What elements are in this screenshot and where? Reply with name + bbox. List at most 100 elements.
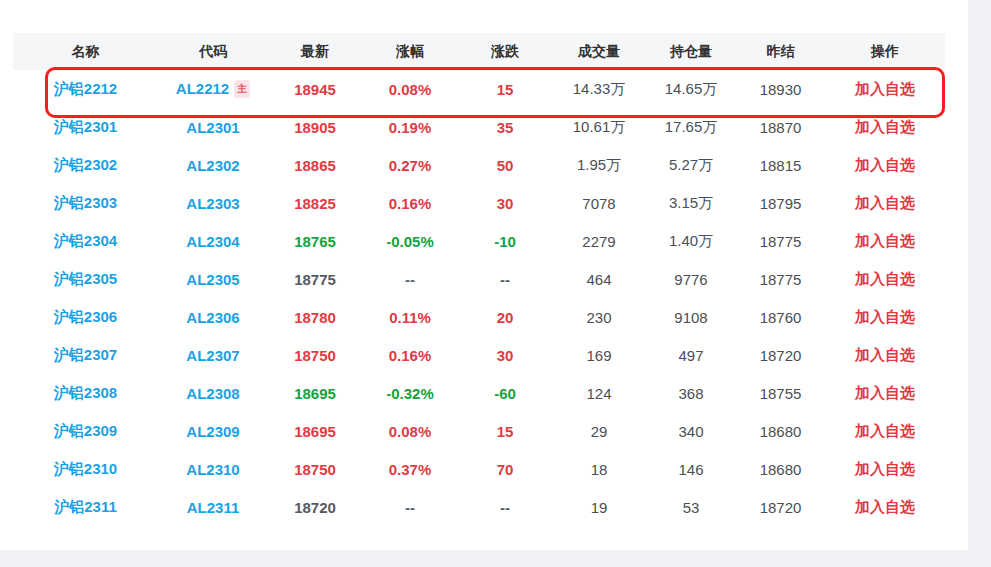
last-price: 18750	[294, 347, 336, 364]
add-to-watchlist-link[interactable]: 加入自选	[855, 308, 915, 325]
contract-code-link[interactable]: AL2302	[186, 157, 239, 174]
contract-name-link[interactable]: 沪铝2305	[54, 270, 117, 287]
contract-code-link[interactable]: AL2309	[186, 423, 239, 440]
change-value: 35	[497, 119, 514, 136]
prev-settle-value: 18795	[760, 195, 802, 212]
column-header-prev_settle: 昨结	[736, 33, 825, 70]
table-row[interactable]: 沪铝2309 AL2309 18695 0.08% 15 29 340 1868…	[13, 412, 945, 450]
prev-settle-value: 18720	[760, 347, 802, 364]
table-row[interactable]: 沪铝2310 AL2310 18750 0.37% 70 18 146 1868…	[13, 450, 945, 488]
open-interest-value: 146	[678, 461, 703, 478]
add-to-watchlist-link[interactable]: 加入自选	[855, 498, 915, 515]
volume-value: 10.61万	[573, 118, 626, 135]
last-price: 18780	[294, 309, 336, 326]
volume-value: 124	[586, 385, 611, 402]
futures-quotes-table: 名称代码最新涨幅涨跌成交量持仓量昨结操作 沪铝2212 AL2212主 1894…	[13, 33, 945, 526]
quotes-card: 名称代码最新涨幅涨跌成交量持仓量昨结操作 沪铝2212 AL2212主 1894…	[0, 0, 968, 550]
change-percent: -0.05%	[386, 233, 434, 250]
table-row[interactable]: 沪铝2302 AL2302 18865 0.27% 50 1.95万 5.27万…	[13, 146, 945, 184]
volume-value: 169	[586, 347, 611, 364]
table-row[interactable]: 沪铝2304 AL2304 18765 -0.05% -10 2279 1.40…	[13, 222, 945, 260]
last-price: 18765	[294, 233, 336, 250]
last-price: 18905	[294, 119, 336, 136]
contract-name-link[interactable]: 沪铝2311	[54, 498, 117, 515]
contract-name-link[interactable]: 沪铝2307	[54, 346, 117, 363]
column-header-name: 名称	[13, 33, 158, 70]
table-row[interactable]: 沪铝2305 AL2305 18775 -- -- 464 9776 18775…	[13, 260, 945, 298]
contract-name-link[interactable]: 沪铝2310	[54, 460, 117, 477]
add-to-watchlist-link[interactable]: 加入自选	[855, 232, 915, 249]
table-header-row: 名称代码最新涨幅涨跌成交量持仓量昨结操作	[13, 33, 945, 70]
add-to-watchlist-link[interactable]: 加入自选	[855, 422, 915, 439]
change-value: -60	[494, 385, 516, 402]
add-to-watchlist-link[interactable]: 加入自选	[855, 384, 915, 401]
contract-name-link[interactable]: 沪铝2304	[54, 232, 117, 249]
table-row[interactable]: 沪铝2306 AL2306 18780 0.11% 20 230 9108 18…	[13, 298, 945, 336]
contract-code-link[interactable]: AL2305	[186, 271, 239, 288]
prev-settle-value: 18815	[760, 157, 802, 174]
column-header-code: 代码	[158, 33, 268, 70]
open-interest-value: 368	[678, 385, 703, 402]
change-percent: 0.19%	[389, 119, 432, 136]
contract-code-link[interactable]: AL2303	[186, 195, 239, 212]
last-price: 18865	[294, 157, 336, 174]
open-interest-value: 9108	[674, 309, 707, 326]
contract-code-link[interactable]: AL2307	[186, 347, 239, 364]
prev-settle-value: 18775	[760, 233, 802, 250]
change-value: --	[500, 271, 510, 288]
prev-settle-value: 18930	[760, 81, 802, 98]
add-to-watchlist-link[interactable]: 加入自选	[855, 270, 915, 287]
contract-name-link[interactable]: 沪铝2309	[54, 422, 117, 439]
change-percent: --	[405, 271, 415, 288]
contract-code-link[interactable]: AL2311	[187, 499, 240, 516]
last-price: 18720	[294, 499, 336, 516]
column-header-action: 操作	[825, 33, 945, 70]
add-to-watchlist-link[interactable]: 加入自选	[855, 346, 915, 363]
add-to-watchlist-link[interactable]: 加入自选	[855, 156, 915, 173]
contract-code-link[interactable]: AL2212	[176, 80, 229, 97]
change-value: 20	[497, 309, 514, 326]
contract-name-link[interactable]: 沪铝2306	[54, 308, 117, 325]
table-row[interactable]: 沪铝2311 AL2311 18720 -- -- 19 53 18720 加入…	[13, 488, 945, 526]
column-header-last: 最新	[268, 33, 362, 70]
contract-name-link[interactable]: 沪铝2302	[54, 156, 117, 173]
add-to-watchlist-link[interactable]: 加入自选	[855, 118, 915, 135]
table-row[interactable]: 沪铝2308 AL2308 18695 -0.32% -60 124 368 1…	[13, 374, 945, 412]
last-price: 18695	[294, 385, 336, 402]
change-percent: --	[405, 499, 415, 516]
change-value: 50	[497, 157, 514, 174]
add-to-watchlist-link[interactable]: 加入自选	[855, 80, 915, 97]
change-percent: 0.37%	[389, 461, 432, 478]
contract-name-link[interactable]: 沪铝2308	[54, 384, 117, 401]
volume-value: 19	[591, 499, 608, 516]
contract-code-link[interactable]: AL2301	[186, 119, 239, 136]
prev-settle-value: 18760	[760, 309, 802, 326]
table-row[interactable]: 沪铝2303 AL2303 18825 0.16% 30 7078 3.15万 …	[13, 184, 945, 222]
volume-value: 230	[586, 309, 611, 326]
volume-value: 7078	[582, 195, 615, 212]
prev-settle-value: 18775	[760, 271, 802, 288]
volume-value: 29	[591, 423, 608, 440]
column-header-change: 涨跌	[458, 33, 552, 70]
change-value: 15	[497, 81, 514, 98]
add-to-watchlist-link[interactable]: 加入自选	[855, 194, 915, 211]
open-interest-value: 9776	[674, 271, 707, 288]
contract-code-link[interactable]: AL2308	[186, 385, 239, 402]
change-percent: 0.27%	[389, 157, 432, 174]
contract-code-link[interactable]: AL2304	[186, 233, 239, 250]
contract-name-link[interactable]: 沪铝2303	[54, 194, 117, 211]
volume-value: 18	[591, 461, 608, 478]
table-row[interactable]: 沪铝2212 AL2212主 18945 0.08% 15 14.33万 14.…	[13, 70, 945, 108]
contract-name-link[interactable]: 沪铝2212	[54, 80, 117, 97]
table-row[interactable]: 沪铝2301 AL2301 18905 0.19% 35 10.61万 17.6…	[13, 108, 945, 146]
table-row[interactable]: 沪铝2307 AL2307 18750 0.16% 30 169 497 187…	[13, 336, 945, 374]
change-value: --	[500, 499, 510, 516]
prev-settle-value: 18680	[760, 423, 802, 440]
open-interest-value: 1.40万	[669, 232, 713, 249]
contract-code-link[interactable]: AL2310	[186, 461, 239, 478]
last-price: 18945	[294, 81, 336, 98]
contract-code-link[interactable]: AL2306	[186, 309, 239, 326]
add-to-watchlist-link[interactable]: 加入自选	[855, 460, 915, 477]
last-price: 18695	[294, 423, 336, 440]
contract-name-link[interactable]: 沪铝2301	[54, 118, 117, 135]
